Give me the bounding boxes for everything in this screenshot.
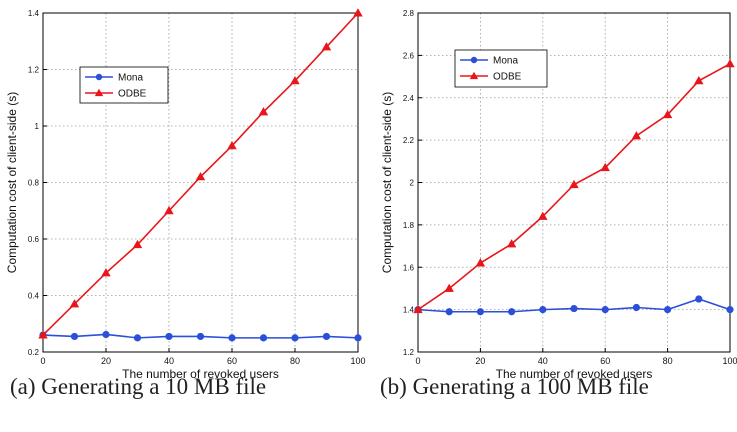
legend: Mona ODBE <box>454 49 548 88</box>
y-tick-label: 0.8 <box>28 179 40 188</box>
data-point-mona <box>228 334 236 342</box>
data-point-odbe <box>600 162 610 172</box>
data-point-odbe <box>38 330 48 339</box>
y-axis-label: Computation cost of client-side (s) <box>5 92 19 273</box>
data-point-mona <box>291 334 299 342</box>
y-axis-label: Computation cost of client-side (s) <box>380 92 394 273</box>
data-point-odbe <box>353 8 363 17</box>
x-tick-label: 20 <box>475 356 485 366</box>
x-tick-label: 0 <box>40 356 45 366</box>
data-point-odbe <box>258 107 269 116</box>
y-tick-label: 1.4 <box>28 9 40 18</box>
y-tick-label: 2.4 <box>403 94 415 103</box>
data-point-mona <box>259 334 268 342</box>
data-point-mona <box>507 308 516 316</box>
data-point-mona <box>632 303 641 312</box>
x-tick-label: 20 <box>101 356 111 366</box>
y-tick-label: 0.2 <box>28 348 40 357</box>
x-tick-label: 0 <box>415 356 420 366</box>
legend-marker-odbe <box>94 88 104 97</box>
data-point-odbe <box>101 268 111 277</box>
data-point-mona <box>601 306 609 314</box>
data-point-mona <box>133 334 142 342</box>
y-tick-label: 1.8 <box>403 221 415 230</box>
x-tick-label: 40 <box>164 356 174 366</box>
data-point-odbe <box>538 211 548 220</box>
legend-label-odbe: ODBE <box>493 72 522 83</box>
data-point-mona <box>102 330 110 339</box>
legend: Mona ODBE <box>79 66 169 104</box>
data-point-odbe <box>569 179 579 189</box>
legend-label-odbe: ODBE <box>118 89 147 100</box>
x-tick-label: 100 <box>722 356 737 366</box>
chart-a: 0 20 40 60 80 100 0.2 0.4 0.6 0.8 1 1.2 1.4 The numbe… <box>5 8 366 381</box>
data-point-odbe <box>132 239 143 249</box>
legend-label-mona: Mona <box>493 56 518 67</box>
data-point-mona <box>539 306 547 314</box>
y-tick-label: 1 <box>35 122 40 131</box>
caption-a: (a) Generating a 10 MB file <box>10 374 267 399</box>
data-point-odbe <box>631 131 642 140</box>
data-point-mona <box>165 332 173 341</box>
y-tick-label: 1.4 <box>403 306 415 315</box>
data-point-mona <box>196 332 205 341</box>
data-point-odbe <box>290 75 300 85</box>
data-point-mona <box>663 306 672 314</box>
legend-marker-mona <box>470 56 478 64</box>
x-tick-label: 60 <box>600 356 610 366</box>
data-point-mona <box>445 308 453 316</box>
data-point-odbe <box>694 75 704 85</box>
data-point-odbe <box>321 42 332 51</box>
legend-label-mona: Mona <box>118 73 143 84</box>
y-tick-label: 1.2 <box>403 348 415 357</box>
x-tick-label: 80 <box>663 356 673 366</box>
data-point-odbe <box>444 283 454 292</box>
legend-marker-odbe <box>469 71 479 80</box>
chart-b: 0 20 40 60 80 100 1.2 1.4 1.6 1.8 2 2.2 2.4 2.6 2.8 The… <box>380 9 737 381</box>
data-point-mona <box>70 332 79 341</box>
data-point-odbe <box>506 239 517 248</box>
data-point-odbe <box>195 172 206 181</box>
data-point-mona <box>322 332 331 341</box>
data-point-odbe <box>164 205 174 215</box>
legend-box <box>454 49 548 88</box>
caption-b: (b) Generating a 100 MB file <box>380 374 649 399</box>
data-point-mona <box>570 304 578 313</box>
data-point-odbe <box>475 258 486 267</box>
data-point-odbe <box>227 140 237 150</box>
y-tick-label: 2.2 <box>403 136 415 145</box>
y-tick-label: 2.6 <box>403 51 415 60</box>
legend-marker-mona <box>95 73 103 81</box>
data-point-mona <box>476 308 484 316</box>
data-point-odbe <box>413 304 423 314</box>
x-tick-label: 100 <box>350 356 365 366</box>
y-tick-label: 0.4 <box>28 292 40 301</box>
data-point-odbe <box>69 299 80 308</box>
data-point-odbe <box>662 109 673 119</box>
x-tick-label: 40 <box>538 356 548 366</box>
x-axis-label: The number of revoked users <box>122 367 279 381</box>
data-point-mona <box>726 306 734 314</box>
y-tick-label: 0.6 <box>28 235 40 244</box>
data-point-mona <box>354 334 362 342</box>
y-tick-label: 2.8 <box>403 9 415 18</box>
y-tick-label: 2 <box>410 179 415 188</box>
data-point-mona <box>695 295 703 303</box>
data-point-odbe <box>725 59 735 68</box>
x-tick-label: 60 <box>227 356 237 366</box>
x-tick-label: 80 <box>290 356 300 366</box>
legend-box <box>79 66 169 104</box>
x-axis-label: The number of revoked users <box>496 367 653 381</box>
y-tick-label: 1.6 <box>403 263 415 272</box>
y-tick-label: 1.2 <box>28 66 40 75</box>
